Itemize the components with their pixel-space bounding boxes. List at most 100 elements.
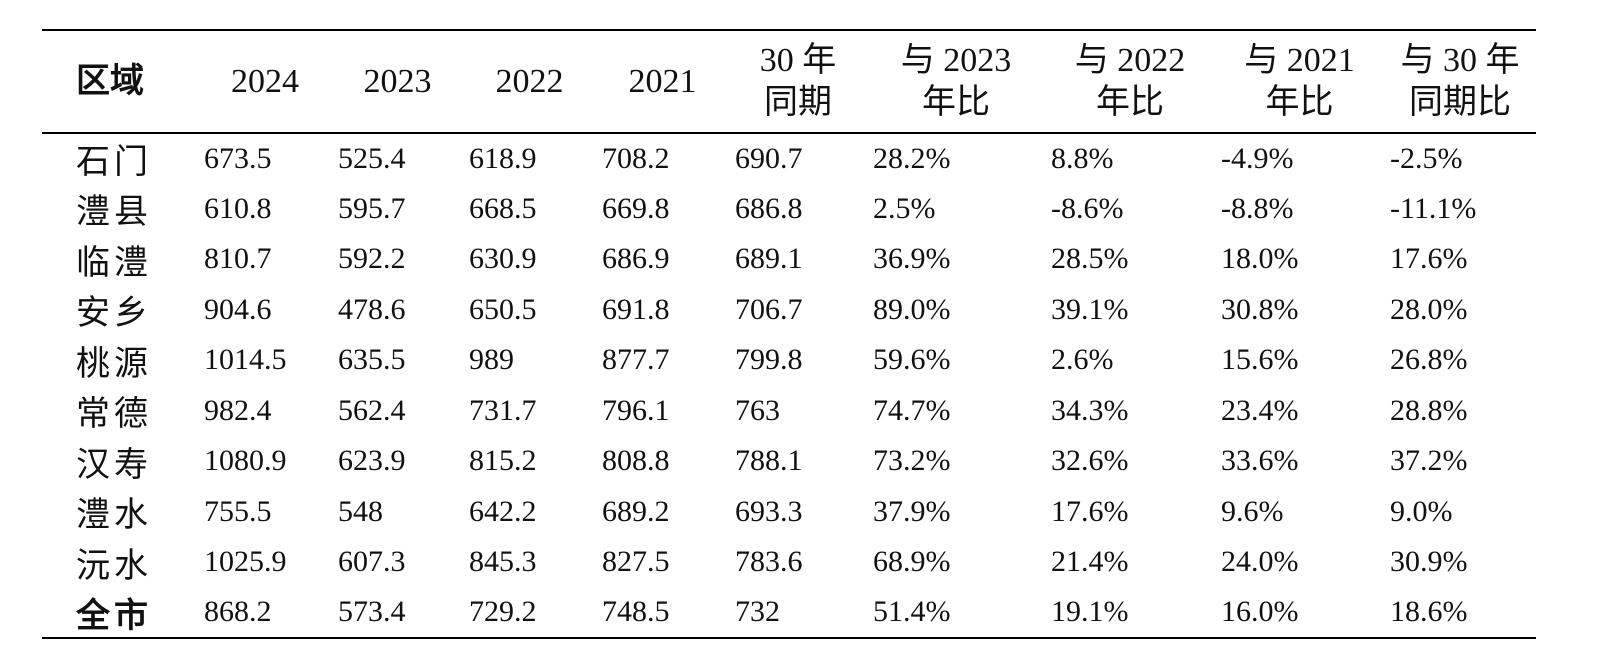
column-header-text: 年比 <box>1096 83 1164 121</box>
value-cell: 763 <box>735 393 780 427</box>
column-header-text: 2024 <box>231 62 299 100</box>
data-table-container: 区域 2024 2023 2022 2021 30 年同期与 2023 年比与 2022 年比… <box>42 29 1536 639</box>
column-header-text: 与 30 年 <box>1400 41 1520 79</box>
value-cell: 478.6 <box>338 292 406 326</box>
value-cell: 2.6% <box>1051 343 1114 377</box>
value-cell: 525.4 <box>338 141 406 175</box>
value-cell: 548 <box>338 494 383 528</box>
value-cell: 68.9% <box>873 545 951 579</box>
value-cell: 788.1 <box>735 444 803 478</box>
region-name-cell: 汉寿 <box>76 446 152 484</box>
value-cell: 2.5% <box>873 191 936 225</box>
value-cell: 51.4% <box>873 595 951 629</box>
value-cell: 623.9 <box>338 444 406 478</box>
value-cell: 642.2 <box>469 494 537 528</box>
table-row: 石门 673.5 525.4 618.9 708.2 690.7 28.2% 8.8% -4.9… <box>42 133 1536 184</box>
value-cell: 618.9 <box>469 141 537 175</box>
value-cell: 89.0% <box>873 292 951 326</box>
value-cell: 562.4 <box>338 393 406 427</box>
value-cell: 17.6% <box>1390 242 1468 276</box>
value-cell: 827.5 <box>602 545 670 579</box>
value-cell: 650.5 <box>469 292 537 326</box>
value-cell: 808.8 <box>602 444 670 478</box>
table-row: 桃源 1014.5 635.5 989 877.7 799.8 59.6% 2.6% 15.6%… <box>42 335 1536 386</box>
column-header-text: 年比 <box>1265 83 1334 121</box>
column-header-text: 年比 <box>922 83 990 121</box>
value-cell: 693.3 <box>735 494 803 528</box>
value-cell: 731.7 <box>469 393 537 427</box>
region-name-cell: 澧水 <box>76 497 152 535</box>
column-header: 与 30 年同期比 <box>1384 30 1536 133</box>
column-header: 2024 <box>198 30 332 133</box>
value-cell: 1014.5 <box>204 343 287 377</box>
value-cell: 19.1% <box>1051 595 1129 629</box>
value-cell: 9.6% <box>1221 494 1284 528</box>
value-cell: 673.5 <box>204 141 272 175</box>
table-row: 澧县 610.8 595.7 668.5 669.8 686.8 2.5% -8.6% -8.8… <box>42 184 1536 235</box>
value-cell: -8.6% <box>1051 191 1124 225</box>
table-row: 全市 868.2 573.4 729.2 748.5 732 51.4% 19.1% 16.0%… <box>42 588 1536 638</box>
column-header-text: 与 2021 <box>1244 41 1355 79</box>
value-cell: 73.2% <box>873 444 951 478</box>
header-row: 区域 2024 2023 2022 2021 30 年同期与 2023 年比与 2022 年比… <box>42 30 1536 133</box>
value-cell: 26.8% <box>1390 343 1468 377</box>
value-cell: -11.1% <box>1390 191 1477 225</box>
column-header-text: 30 年 <box>759 41 837 79</box>
region-name-cell: 安乡 <box>76 295 152 333</box>
column-header: 与 2023 年比 <box>867 30 1045 133</box>
value-cell: 28.5% <box>1051 242 1129 276</box>
value-cell: 686.9 <box>602 242 670 276</box>
column-header-text: 2023 <box>363 62 432 100</box>
value-cell: 30.8% <box>1221 292 1299 326</box>
value-cell: 28.8% <box>1390 393 1468 427</box>
region-name-cell: 沅水 <box>76 547 152 585</box>
value-cell: 877.7 <box>602 343 670 377</box>
value-cell: 23.4% <box>1221 393 1299 427</box>
table-row: 临澧 810.7 592.2 630.9 686.9 689.1 36.9% 28.5% 18.… <box>42 234 1536 285</box>
table-row: 汉寿 1080.9 623.9 815.2 808.8 788.1 73.2% 32.6% 33… <box>42 436 1536 487</box>
value-cell: -2.5% <box>1390 141 1463 175</box>
value-cell: 845.3 <box>469 545 537 579</box>
value-cell: 706.7 <box>735 292 803 326</box>
column-header: 2023 <box>332 30 463 133</box>
value-cell: 630.9 <box>469 242 537 276</box>
value-cell: 37.2% <box>1390 444 1468 478</box>
column-header-text: 2022 <box>495 62 564 100</box>
value-cell: 729.2 <box>469 595 537 629</box>
region-name-cell: 澧县 <box>76 194 152 232</box>
value-cell: 610.8 <box>204 191 272 225</box>
value-cell: 755.5 <box>204 494 272 528</box>
value-cell: 1025.9 <box>204 545 287 579</box>
value-cell: 18.0% <box>1221 242 1299 276</box>
value-cell: 15.6% <box>1221 343 1299 377</box>
column-header: 区域 <box>42 30 198 133</box>
value-cell: 18.6% <box>1390 595 1468 629</box>
value-cell: 59.6% <box>873 343 951 377</box>
value-cell: -8.8% <box>1221 191 1294 225</box>
table-row: 常德 982.4 562.4 731.7 796.1 763 74.7% 34.3% 23.4%… <box>42 386 1536 437</box>
value-cell: 28.2% <box>873 141 951 175</box>
column-header: 与 2021 年比 <box>1215 30 1384 133</box>
column-header-text: 区域 <box>76 62 144 100</box>
value-cell: -4.9% <box>1221 141 1294 175</box>
value-cell: 37.9% <box>873 494 951 528</box>
value-cell: 34.3% <box>1051 393 1129 427</box>
table-row: 澧水 755.5 548 642.2 689.2 693.3 37.9% 17.6% 9.6% 9… <box>42 487 1536 538</box>
value-cell: 1080.9 <box>204 444 287 478</box>
value-cell: 9.0% <box>1390 494 1453 528</box>
region-name-cell: 常德 <box>76 396 152 434</box>
rainfall-comparison-table: 区域 2024 2023 2022 2021 30 年同期与 2023 年比与 2022 年比… <box>42 29 1536 639</box>
value-cell: 783.6 <box>735 545 803 579</box>
region-name-cell: 桃源 <box>76 345 152 383</box>
value-cell: 32.6% <box>1051 444 1129 478</box>
value-cell: 30.9% <box>1390 545 1468 579</box>
value-cell: 17.6% <box>1051 494 1129 528</box>
table-row: 沅水 1025.9 607.3 845.3 827.5 783.6 68.9% 21.4% 24… <box>42 537 1536 588</box>
column-header-text: 同期比 <box>1409 83 1511 121</box>
value-cell: 810.7 <box>204 242 272 276</box>
column-header: 2021 <box>596 30 729 133</box>
column-header: 2022 <box>463 30 596 133</box>
table-body: 石门 673.5 525.4 618.9 708.2 690.7 28.2% 8.8% -4.9… <box>42 133 1536 638</box>
table-row: 安乡 904.6 478.6 650.5 691.8 706.7 89.0% 39.1% 30.… <box>42 285 1536 336</box>
value-cell: 8.8% <box>1051 141 1114 175</box>
